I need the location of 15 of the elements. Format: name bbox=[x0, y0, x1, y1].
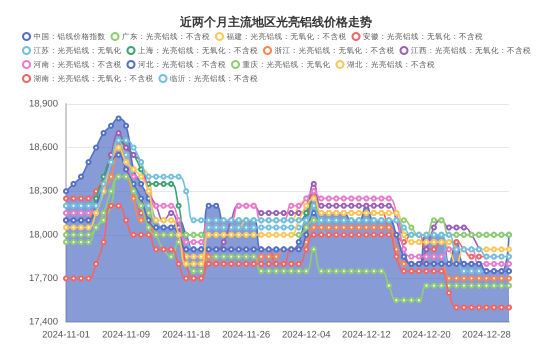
x-tick-label: 2024-12-12 bbox=[342, 330, 391, 340]
x-tick-label: 2024-11-01 bbox=[42, 330, 90, 340]
y-tick-label: 18,900 bbox=[28, 98, 58, 110]
x-tick-label: 2024-11-26 bbox=[222, 330, 270, 340]
x-tick-label: 2024-12-28 bbox=[462, 330, 511, 340]
x-tick-label: 2024-12-20 bbox=[402, 330, 451, 340]
y-tick-label: 18,300 bbox=[28, 186, 58, 197]
y-tick-label: 17,700 bbox=[28, 272, 58, 284]
y-tick-label: 17,400 bbox=[28, 316, 58, 328]
chart-title: 近两个月主流地区光亮铝线价格走势 bbox=[179, 15, 372, 29]
y-tick-label: 18,000 bbox=[28, 229, 58, 240]
y-tick-label: 18,600 bbox=[28, 142, 58, 154]
x-tick-label: 2024-12-04 bbox=[282, 330, 331, 340]
x-tick-label: 2024-11-09 bbox=[102, 330, 150, 340]
x-tick-label: 2024-11-18 bbox=[162, 330, 210, 340]
